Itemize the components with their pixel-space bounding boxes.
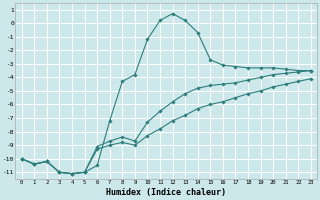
X-axis label: Humidex (Indice chaleur): Humidex (Indice chaleur) (106, 188, 226, 197)
